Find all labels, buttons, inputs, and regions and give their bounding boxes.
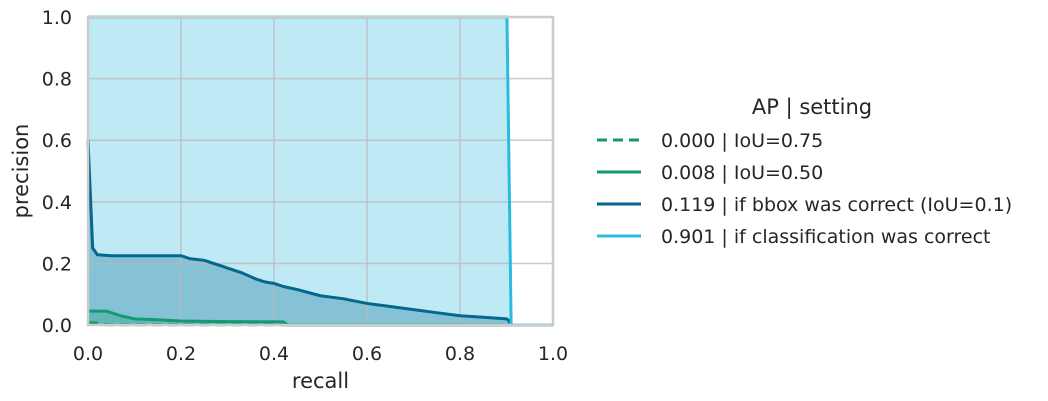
y-tick-label: 0.8 <box>42 69 72 91</box>
legend-label-2: 0.119 | if bbox was correct (IoU=0.1) <box>661 194 1012 216</box>
plot-area <box>86 15 555 327</box>
x-tick-label: 0.6 <box>352 343 382 365</box>
area-fill-3 <box>88 17 553 325</box>
x-tick-label: 0.2 <box>166 343 196 365</box>
legend-title: AP | setting <box>752 95 872 120</box>
series-line-1 <box>88 309 553 327</box>
x-tick-label: 0.0 <box>73 343 103 365</box>
legend-label-1: 0.008 | IoU=0.50 <box>661 162 823 184</box>
gridlines <box>88 17 553 325</box>
y-tick-labels: 0.0 0.2 0.4 0.6 0.8 1.0 <box>42 7 72 337</box>
y-tick-label: 1.0 <box>42 7 72 29</box>
area-fill-2 <box>88 140 553 325</box>
plot-frame <box>86 15 555 327</box>
y-axis-label: precision <box>9 124 33 219</box>
y-tick-label: 0.6 <box>42 130 72 152</box>
x-tick-labels: 0.0 0.2 0.4 0.6 0.8 1.0 <box>73 343 568 365</box>
legend-label-0: 0.000 | IoU=0.75 <box>661 130 823 152</box>
legend: AP | setting 0.000 | IoU=0.75 0.008 | IoU… <box>597 95 1012 248</box>
plot-background <box>88 17 553 325</box>
x-axis-label: recall <box>292 369 349 393</box>
series-line-2 <box>86 140 553 327</box>
y-tick-label: 0.2 <box>42 253 72 275</box>
x-tick-label: 0.4 <box>259 343 289 365</box>
x-tick-label: 1.0 <box>538 343 568 365</box>
y-tick-label: 0.0 <box>42 315 72 337</box>
y-tick-label: 0.4 <box>42 192 72 214</box>
legend-label-3: 0.901 | if classification was correct <box>661 226 990 248</box>
area-fills <box>88 17 553 325</box>
x-tick-label: 0.8 <box>445 343 475 365</box>
